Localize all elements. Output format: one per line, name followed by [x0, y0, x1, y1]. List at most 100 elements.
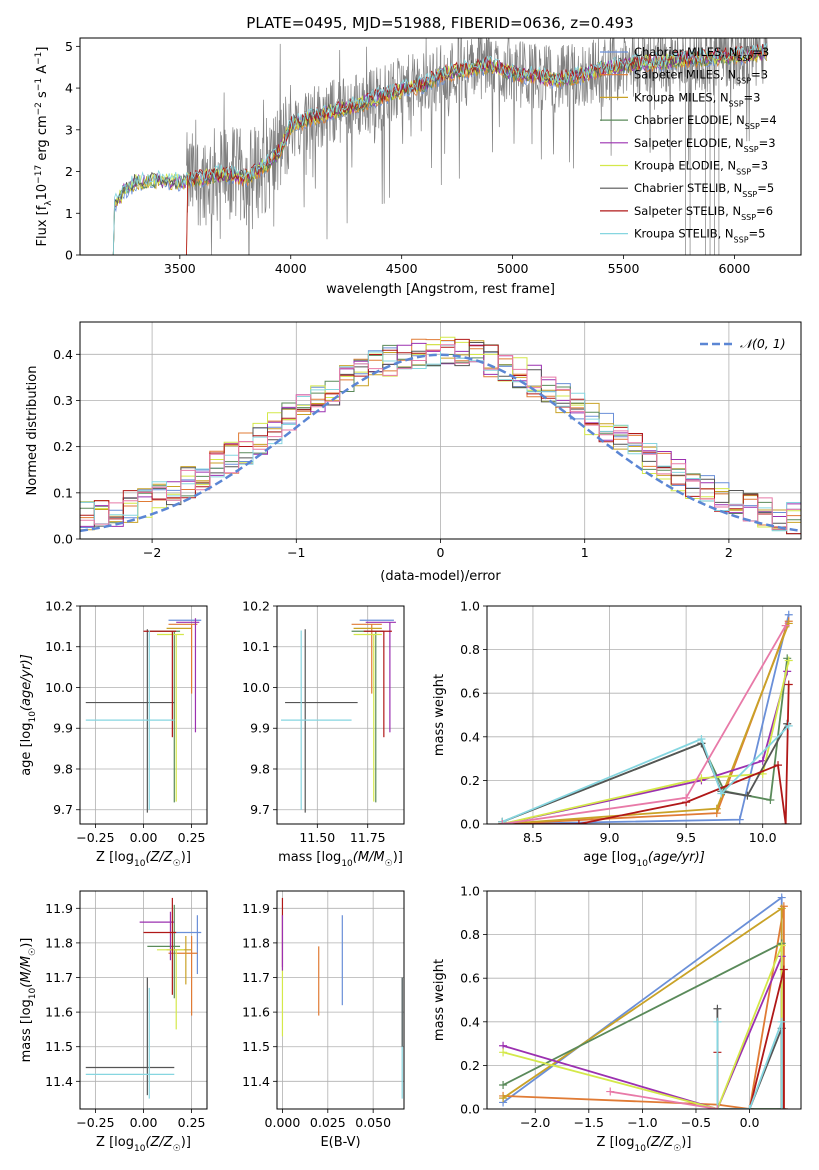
- legend-entry: Chabrier STELIB, NSSP=5: [634, 181, 774, 199]
- label-part: 10: [634, 1144, 646, 1154]
- y-tick-label: 0.3: [53, 393, 73, 408]
- weight-point-marker: [499, 1048, 508, 1057]
- weight-point-marker: [783, 654, 792, 663]
- legend-text: =4: [760, 113, 777, 127]
- x-tick-label: 4000: [275, 261, 307, 276]
- legend-text: =3: [751, 68, 768, 82]
- x-tick-label: −0.25: [76, 830, 114, 845]
- label-part: Flux [f: [35, 205, 50, 246]
- x-axis-label: (data-model)/error: [380, 569, 501, 584]
- label-part: 10: [134, 1144, 146, 1154]
- y-tick-label: 0.2: [53, 439, 73, 454]
- legend-entry: Chabrier MILES, NSSP=3: [634, 45, 769, 63]
- x-tick-label: 0.000: [265, 1115, 301, 1130]
- weight-point-marker: [784, 721, 793, 730]
- y-axis-label: mass weight: [432, 674, 447, 756]
- label-part: (Z/Z: [145, 1135, 173, 1150]
- legend-entry: 𝒩(0, 1): [740, 336, 786, 351]
- weight-point-marker: [712, 804, 721, 813]
- x-tick-label: −1.0: [627, 1115, 657, 1130]
- y-axis-label: Normed distribution: [25, 366, 40, 496]
- y-tick-label: 10.2: [242, 599, 270, 614]
- y-tick-label: 1.0: [460, 884, 480, 899]
- label-part: wavelength [Angstrom, rest frame]: [326, 282, 555, 297]
- legend-text: Salpeter STELIB, N: [634, 204, 741, 218]
- grid-lines: [80, 605, 207, 824]
- x-tick-label: 0.050: [355, 1115, 391, 1130]
- label-part: Normed distribution: [25, 366, 40, 496]
- label-part: )]: [681, 1135, 691, 1150]
- weight-point-marker: [777, 1017, 786, 1026]
- model-spectrum-line: [186, 43, 767, 255]
- y-tick-label: 10.1: [242, 639, 270, 654]
- error-bars: [85, 897, 202, 1099]
- label-part: )]: [19, 938, 34, 948]
- x-tick-label: 0.25: [178, 1115, 206, 1130]
- weight-series-line: [502, 671, 789, 824]
- weight-point-marker: [499, 1081, 508, 1090]
- legend-text: =6: [756, 204, 773, 218]
- legend-sub: SSP: [729, 99, 744, 108]
- x-tick-label: 6000: [719, 261, 751, 276]
- x-tick-label: 5500: [608, 261, 640, 276]
- legend-text: Salpeter MILES, N: [634, 68, 736, 82]
- y-tick-label: 10.0: [242, 680, 270, 695]
- error-bars: [281, 897, 403, 1099]
- label-part: 10: [636, 859, 648, 869]
- legend-sub: SSP: [741, 212, 756, 221]
- y-tick-label: 11.6: [242, 1005, 270, 1020]
- x-tick-label: −0.5: [681, 1115, 711, 1130]
- x-axis-label: mass [log10(M/M☉)]: [278, 850, 403, 869]
- y-axis-label: Flux [fλ10−17 erg cm−2 s−1 A−1]: [34, 47, 54, 247]
- axes-frame: [79, 37, 802, 256]
- x-tick-label: 8.5: [523, 830, 543, 845]
- label-part: −1: [34, 52, 44, 65]
- label-part: E(B-V): [320, 1135, 360, 1150]
- y-tick-label: 0.0: [460, 1102, 480, 1117]
- x-tick-label: 1: [581, 545, 589, 560]
- grid-lines: [277, 605, 404, 824]
- weight-point-marker: [777, 941, 786, 950]
- y-tick-label: 9.9: [250, 721, 270, 736]
- label-part: (M/M: [19, 956, 34, 988]
- legend-text: Chabrier MILES, N: [634, 45, 737, 59]
- legend-text: Kroupa MILES, N: [634, 90, 729, 104]
- x-axis-label: wavelength [Angstrom, rest frame]: [326, 282, 555, 297]
- weight-point-marker: [713, 1105, 722, 1109]
- weight-point-marker: [745, 1105, 754, 1109]
- legend-text: =3: [751, 159, 768, 173]
- weight-point-marker: [713, 1004, 722, 1013]
- label-part: −17: [34, 165, 44, 184]
- x-axis-label: age [log10(age/yr)]: [583, 850, 705, 869]
- histogram-series: [80, 344, 801, 532]
- label-part: Z [log: [96, 850, 134, 865]
- figure-title: PLATE=0495, MJD=51988, FIBERID=0636, z=0…: [246, 14, 633, 32]
- y-tick-label: 10.1: [45, 639, 73, 654]
- label-part: mass weight: [432, 959, 447, 1041]
- legend-sub: SSP: [736, 76, 751, 85]
- legend-sub: SSP: [745, 122, 760, 131]
- weight-point-marker: [781, 820, 790, 824]
- axes-frame: [276, 605, 405, 825]
- label-part: ☉: [173, 1144, 181, 1154]
- y-axis-label: mass [log10(M/M☉)]: [19, 938, 38, 1063]
- residuals-panel: −2 −1 0 1 2 0.0 0.1 0.2 0.3 0.4 (data-model)/error…: [25, 321, 802, 584]
- y-tick-label: 9.8: [53, 761, 73, 776]
- label-part: age [log: [19, 723, 34, 776]
- legend-text: =5: [757, 181, 774, 195]
- label-part: 10: [341, 859, 353, 869]
- observed-spectrum-line: [186, 38, 768, 255]
- legend-sub: SSP: [734, 235, 749, 244]
- x-axis-label: Z [log10(Z/Z☉)]: [597, 1135, 692, 1154]
- y-tick-label: 11.5: [45, 1039, 73, 1054]
- weight-point-marker: [774, 761, 783, 770]
- x-tick-label: 5000: [497, 261, 529, 276]
- y-tick-label: 9.9: [53, 721, 73, 736]
- label-part: mass [log: [278, 850, 341, 865]
- x-axis-label: Z [log10(Z/Z☉)]: [96, 850, 191, 869]
- y-tick-label: 2: [65, 164, 73, 179]
- legend-text: =3: [752, 45, 769, 59]
- legend-text: =5: [749, 227, 766, 241]
- y-tick-label: 3: [65, 122, 73, 137]
